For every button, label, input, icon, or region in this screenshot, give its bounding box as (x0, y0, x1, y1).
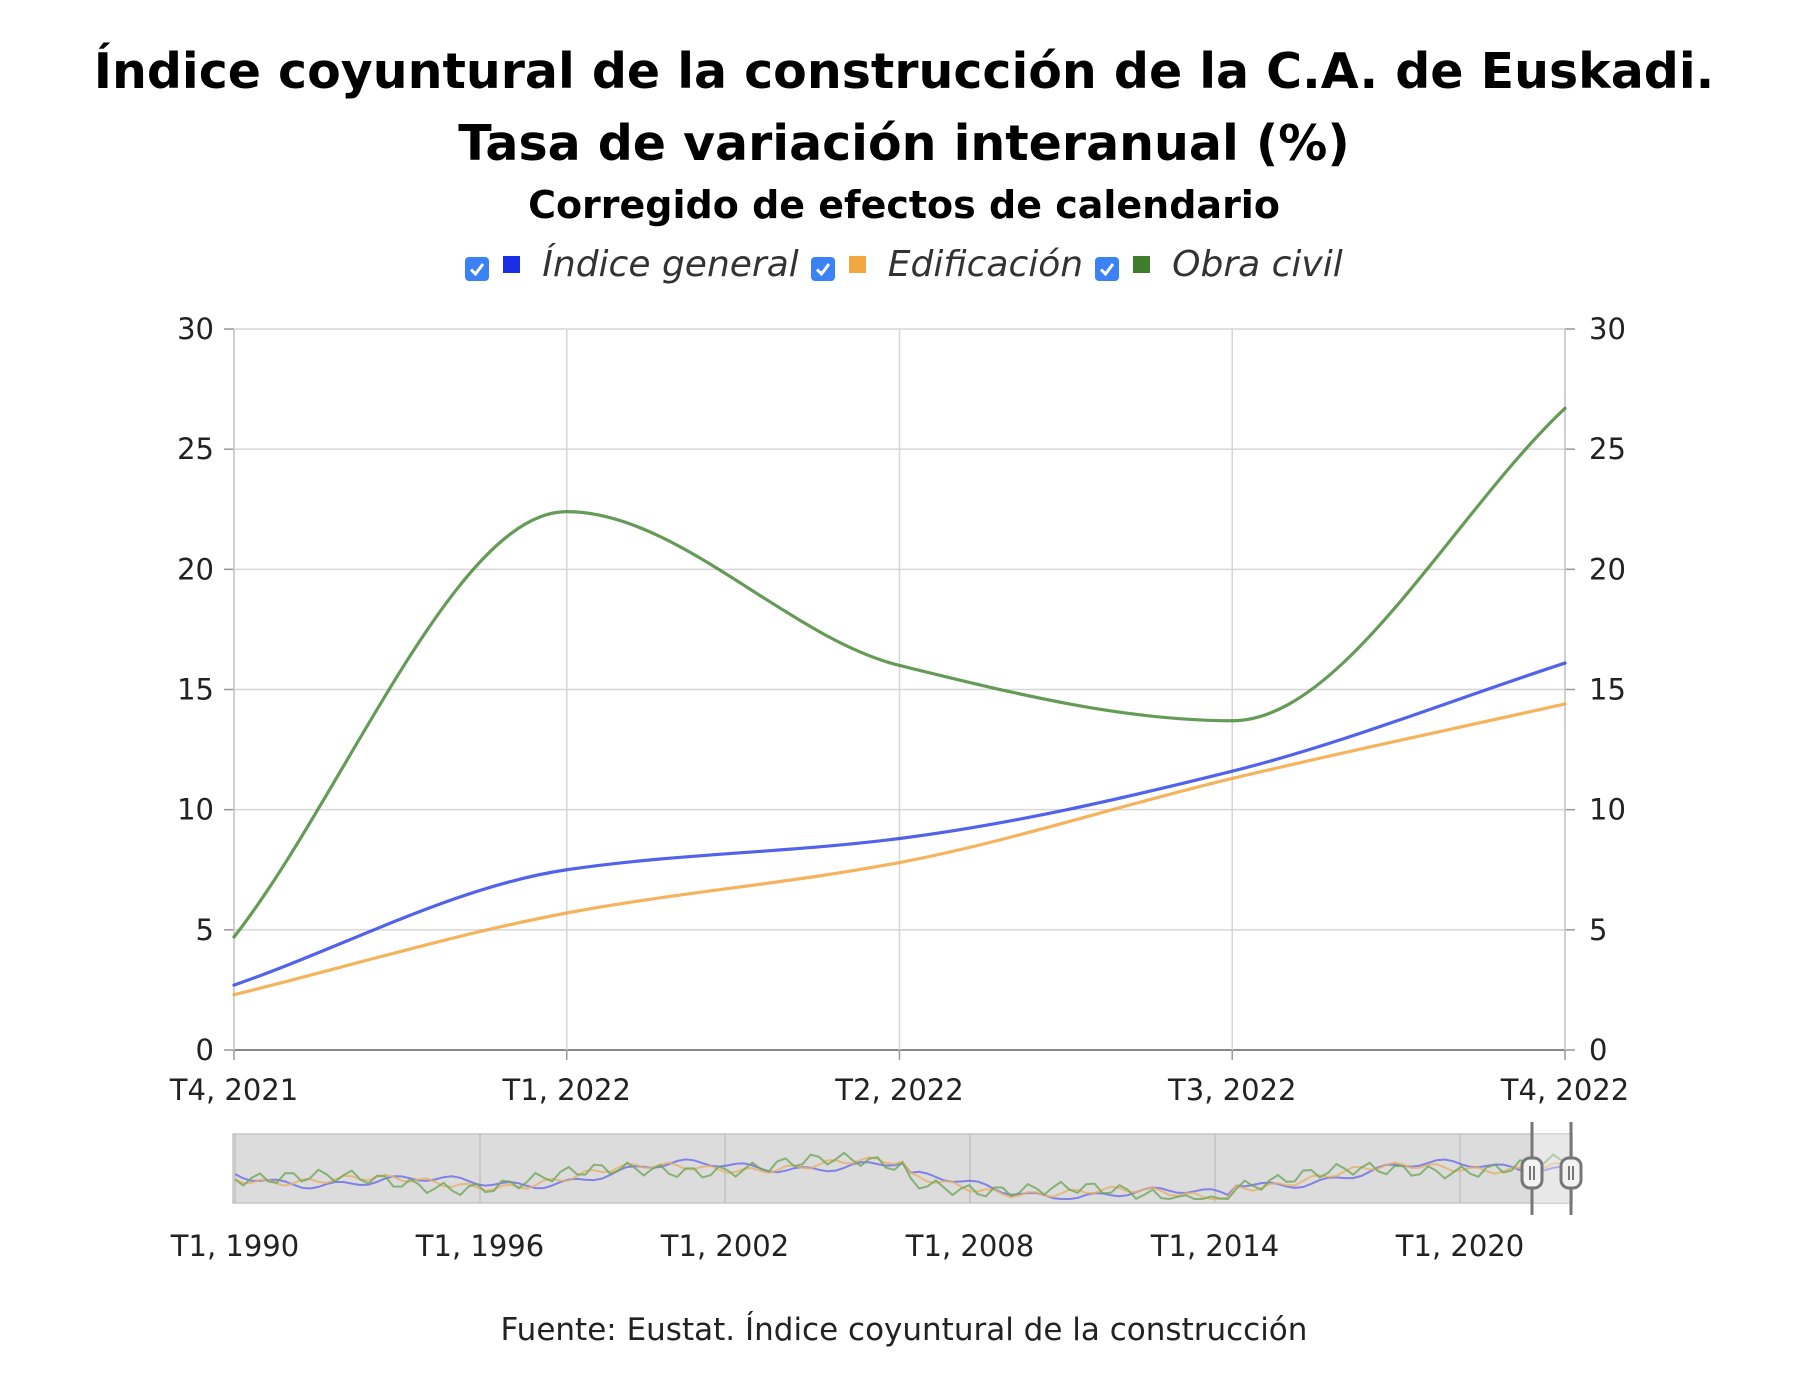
y-tick-label-right: 10 (1589, 793, 1626, 827)
navigator-axis-label: T1, 2002 (660, 1229, 789, 1263)
checkbox-checked-icon[interactable] (465, 257, 490, 281)
legend-swatch-indice-general (503, 255, 521, 273)
navigator-axis-label: T1, 2014 (1150, 1229, 1279, 1263)
y-tick-label-left: 5 (196, 913, 214, 947)
y-tick-label-left: 30 (177, 312, 214, 346)
chart-canvas: 0 0 5 5 10 10 15 15 20 20 25 25 30 30 T4, 2021 T1, 2022… (169, 312, 1629, 1263)
navigator-axis-label: T1, 2008 (905, 1229, 1034, 1263)
y-tick-label-left: 20 (177, 552, 214, 586)
x-tick-label: T4, 2021 (169, 1073, 298, 1107)
legend-item-obra-civil[interactable]: Obra civil (1095, 244, 1343, 285)
series-lines (232, 406, 1567, 997)
navigator-axis-label: T1, 1990 (170, 1229, 299, 1263)
series-line-obra-civil (232, 406, 1567, 939)
navigator[interactable]: T1, 1990 T1, 1996 T1, 2002 T1, 2008 T1, 2014… (170, 1122, 1583, 1263)
y-tick-label-left: 15 (177, 673, 214, 707)
navigator-handle-icon[interactable] (1520, 1156, 1544, 1190)
checkbox-checked-icon[interactable] (1095, 257, 1120, 281)
y-tick-label-left: 10 (177, 793, 214, 827)
navigator-handle-icon[interactable] (1559, 1156, 1583, 1190)
legend-swatch-edificacion (848, 255, 866, 273)
legend-item-edificacion[interactable]: Edificación (810, 243, 1084, 285)
legend-label-edificacion: Edificación (887, 243, 1084, 285)
x-tick-label: T4, 2022 (1500, 1073, 1629, 1107)
navigator-axis-label: T1, 2020 (1395, 1229, 1524, 1263)
y-tick-label-right: 20 (1589, 552, 1626, 586)
chart-title: Índice coyuntural de la construcción de … (93, 43, 1715, 172)
y-tick-label-left: 0 (196, 1033, 214, 1067)
y-tick-label-right: 15 (1589, 673, 1626, 707)
axes: 0 0 5 5 10 10 15 15 20 20 25 25 30 30 T4, 2021 T1, 2022… (169, 312, 1629, 1107)
legend-swatch-obra-civil (1133, 255, 1151, 273)
checkbox-checked-icon[interactable] (810, 257, 835, 281)
x-tick-label: T3, 2022 (1167, 1073, 1296, 1107)
series-line-indice-general (232, 661, 1567, 987)
source-note: Fuente: Eustat. Índice coyuntural de la … (500, 1312, 1308, 1348)
legend-label-obra-civil: Obra civil (1172, 243, 1343, 285)
y-tick-label-right: 0 (1589, 1033, 1607, 1067)
y-tick-label-right: 5 (1589, 913, 1607, 947)
x-tick-label: T2, 2022 (834, 1073, 963, 1107)
legend: Índice general Edificación Obra civil (0, 240, 1808, 288)
navigator-axis-label: T1, 1996 (415, 1229, 544, 1263)
series-line-edificacion (232, 702, 1567, 997)
chart-subtitle: Corregido de efectos de calendario (528, 183, 1280, 227)
navigator-series-line (234, 1151, 1571, 1201)
y-tick-label-right: 30 (1589, 312, 1626, 346)
legend-item-indice-general[interactable]: Índice general (465, 244, 799, 285)
y-tick-label-left: 25 (177, 432, 214, 466)
legend-label-indice-general: Índice general (542, 243, 799, 285)
y-tick-label-right: 25 (1589, 432, 1626, 466)
x-tick-label: T1, 2022 (502, 1073, 631, 1107)
